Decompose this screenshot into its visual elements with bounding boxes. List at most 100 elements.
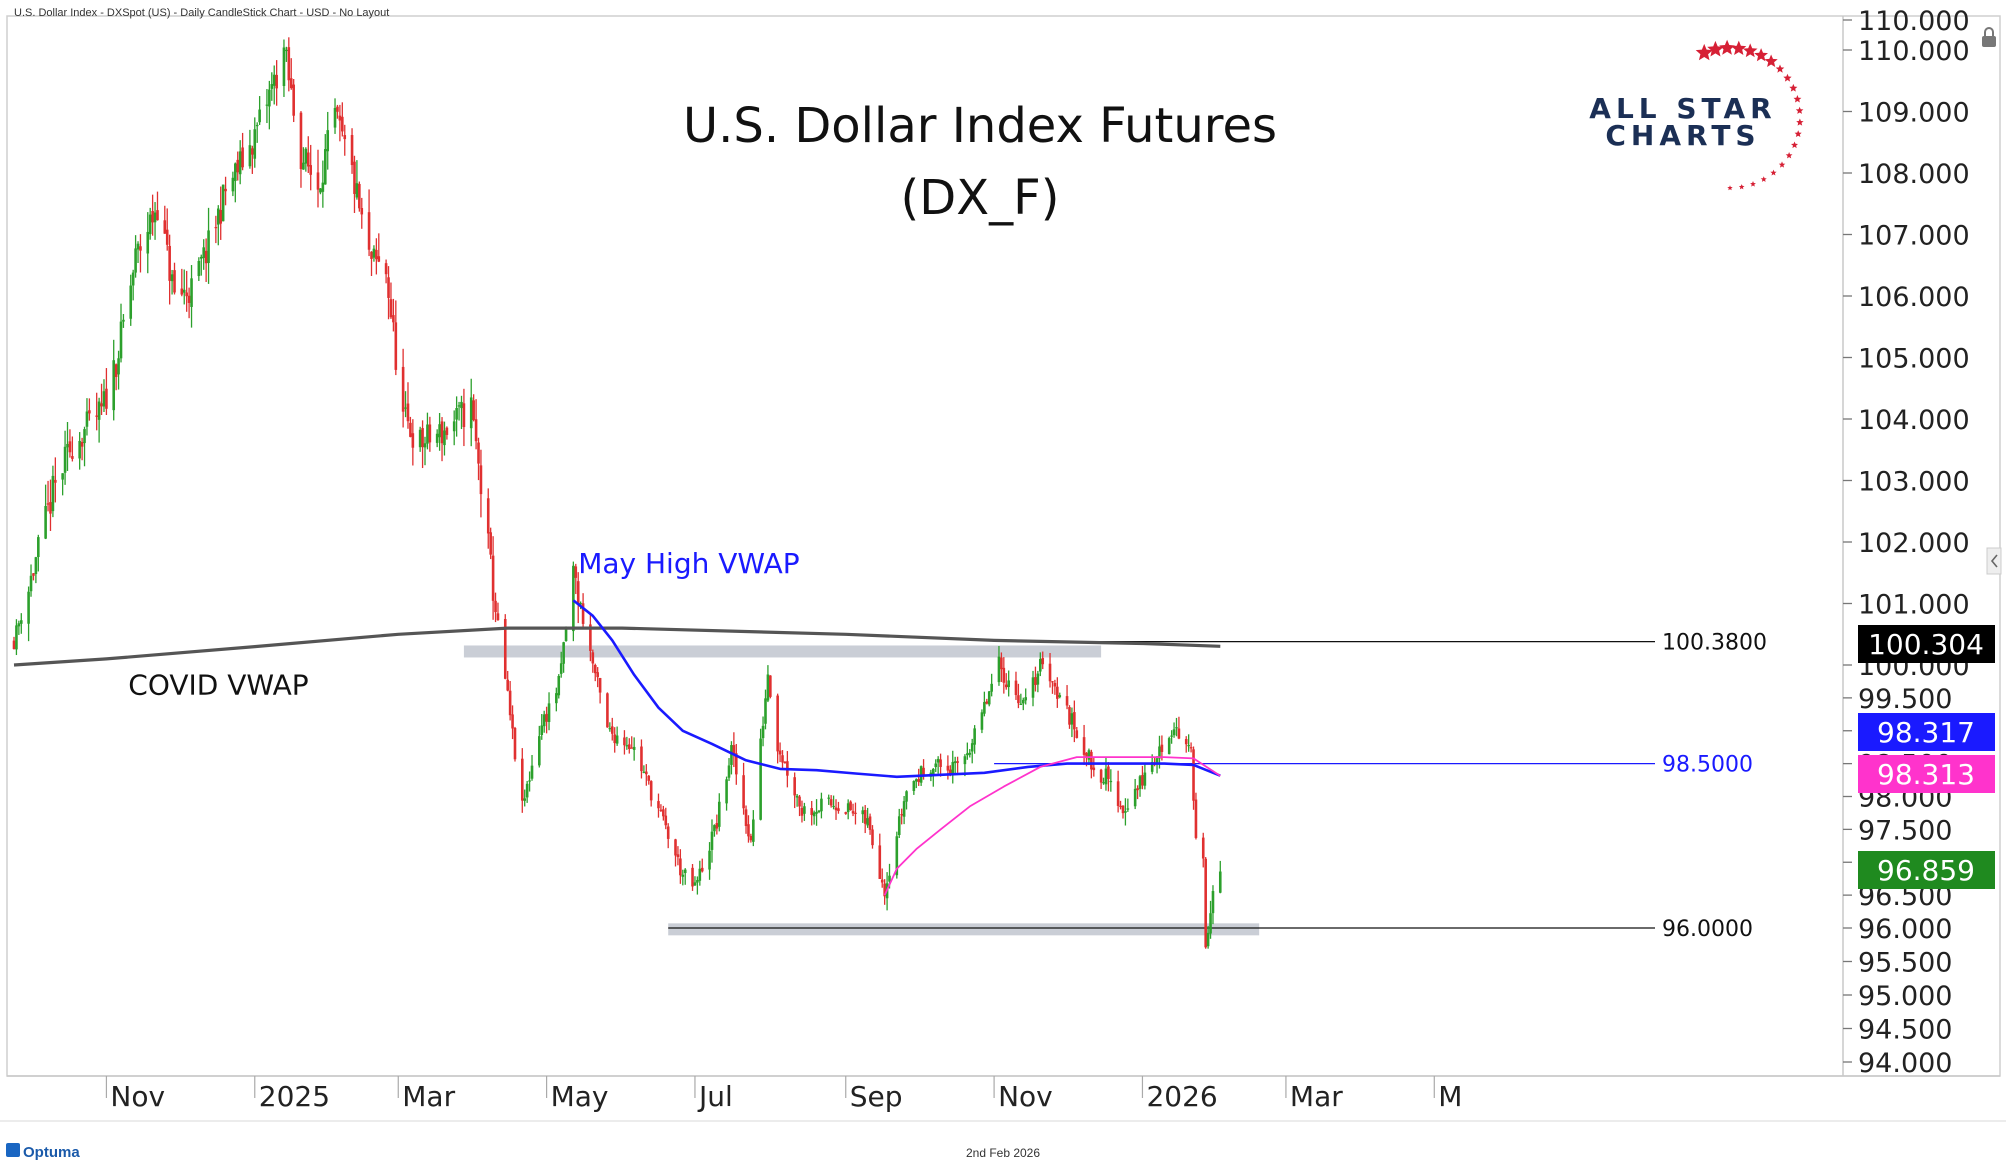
candle-body (931, 768, 935, 775)
candle (32, 572, 35, 581)
candle (708, 842, 711, 880)
x-tick-label: May (551, 1080, 609, 1113)
candle-body (289, 78, 293, 89)
candle-body (489, 532, 492, 555)
candle-body (457, 405, 461, 407)
candle (221, 184, 225, 222)
candle (523, 789, 527, 807)
candle (679, 849, 682, 884)
candle-body (462, 403, 466, 428)
candle (640, 739, 643, 779)
candle (696, 876, 699, 895)
candle-body (834, 807, 838, 811)
candle (394, 300, 398, 376)
candle-body (1121, 805, 1125, 814)
candle-body (445, 427, 449, 435)
candle-body (542, 714, 546, 727)
candle-body (683, 869, 687, 874)
candle (829, 795, 833, 808)
candle-body (438, 424, 441, 438)
candle (562, 641, 565, 673)
candle (1192, 746, 1195, 810)
candle (1017, 683, 1020, 709)
candle (815, 799, 818, 826)
candle-body (511, 714, 514, 729)
candle-body (936, 758, 940, 763)
vwap-line (883, 756, 1221, 896)
candle (214, 215, 218, 244)
y-tick-label: 103.000 (1858, 467, 1970, 498)
candle-body (234, 163, 237, 182)
candle (1041, 651, 1045, 670)
candle (199, 254, 203, 276)
candle-body (375, 249, 378, 260)
candle (727, 758, 731, 781)
candle (623, 730, 626, 755)
candle-body (122, 319, 125, 322)
candle-body (798, 796, 801, 807)
candle (1141, 765, 1144, 790)
candle-body (302, 162, 305, 170)
candle-body (163, 220, 167, 234)
candle-body (1090, 751, 1093, 770)
candle (1048, 653, 1052, 688)
candle (1024, 688, 1028, 705)
candle-body (837, 808, 840, 812)
candle-body (844, 812, 848, 814)
candle-body (1104, 768, 1108, 785)
candle-body (377, 256, 381, 262)
candle-body (1058, 695, 1062, 698)
candle (375, 238, 378, 275)
candle (591, 649, 595, 673)
candle (61, 473, 64, 496)
candle (46, 480, 50, 512)
candle-body (146, 231, 150, 254)
candle (781, 750, 784, 769)
candle-body (204, 250, 208, 264)
candle (837, 801, 840, 814)
candle-body (258, 109, 261, 123)
candle-body (255, 124, 259, 127)
candle-body (472, 400, 475, 421)
candle-body (606, 693, 609, 728)
chart-subtitle: (DX_F) (901, 170, 1060, 226)
candle (238, 140, 242, 185)
candle-body (119, 321, 123, 359)
candle-body (1201, 837, 1205, 859)
candle (17, 620, 21, 635)
candle-body (1192, 749, 1195, 801)
candle-body (914, 779, 918, 782)
candle (674, 838, 677, 867)
candle-body (557, 676, 561, 696)
collapse-panel-chevron-icon[interactable] (1986, 547, 2002, 575)
candle (255, 122, 259, 143)
candle (457, 401, 461, 421)
candle (744, 805, 748, 834)
candle-body (1170, 735, 1173, 737)
candle (508, 681, 512, 721)
x-tick-label: Jul (697, 1080, 733, 1113)
candle (421, 420, 424, 469)
candle (846, 799, 850, 820)
candle-body (88, 410, 91, 414)
candle (902, 796, 906, 825)
candle (968, 749, 972, 758)
lock-icon[interactable] (1982, 27, 1996, 47)
candle (732, 732, 736, 768)
candle-body (832, 805, 835, 808)
candle-body (236, 159, 240, 173)
candle-body (742, 775, 745, 809)
candle (170, 269, 174, 295)
candle-body (12, 640, 16, 650)
candle (268, 80, 271, 130)
candle (309, 144, 313, 191)
candle-body (221, 184, 225, 222)
candle-body (350, 135, 354, 166)
candle-body (1051, 681, 1054, 683)
candle (540, 714, 544, 740)
candle-body (810, 808, 813, 815)
candle (389, 282, 393, 319)
candle-body (1039, 658, 1042, 672)
candle-body (613, 734, 617, 744)
candle (1034, 666, 1037, 692)
